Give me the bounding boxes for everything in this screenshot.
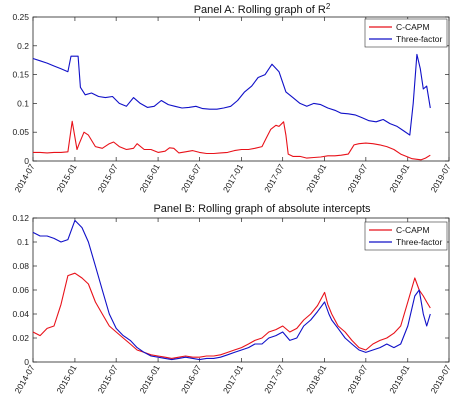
panel-b-legend-box (364, 221, 448, 251)
panel-a-title-superscript: 2 (326, 2, 331, 11)
panel-a-lines (32, 53, 431, 161)
panel-a-legend: C-CAPM Three-factor (364, 18, 448, 48)
panel-a-legend-label-three-factor: Three-factor (396, 34, 442, 44)
y-tick-label: 0.06 (12, 285, 29, 295)
y-tick-label: 0.1 (17, 98, 29, 108)
panel-b-legend-label-three-factor: Three-factor (396, 237, 442, 247)
y-tick-label: 0.05 (12, 127, 29, 137)
y-tick-label: 0.1 (17, 237, 29, 247)
y-tick-label: 0.15 (12, 70, 29, 80)
panel-a-legend-box (364, 18, 448, 48)
series-line-three-factor (32, 219, 431, 361)
panel-a-title-text: Panel A: Rolling graph of R (194, 4, 326, 16)
y-tick-label: 0.08 (12, 261, 29, 271)
y-tick-label: 0 (24, 156, 29, 166)
panel-b-legend: C-CAPM Three-factor (364, 221, 448, 251)
y-tick-label: 0.02 (12, 333, 29, 343)
panel-b-legend-label-ccapm: C-CAPM (396, 225, 430, 235)
y-tick-label: 0.25 (12, 12, 29, 22)
panel-a-legend-label-ccapm: C-CAPM (396, 22, 430, 32)
y-tick-label: 0.04 (12, 309, 29, 319)
panel-b-title: Panel B: Rolling graph of absolute inter… (153, 203, 371, 215)
panel-b-lines (32, 219, 431, 361)
y-tick-label: 0.2 (17, 41, 29, 51)
series-line-c-capm (32, 272, 431, 359)
y-tick-label: 0 (24, 357, 29, 367)
series-line-three-factor (32, 53, 431, 136)
panel-a-title: Panel A: Rolling graph of R2 (194, 2, 331, 16)
series-line-c-capm (33, 120, 431, 161)
y-tick-label: 0.12 (12, 213, 29, 223)
